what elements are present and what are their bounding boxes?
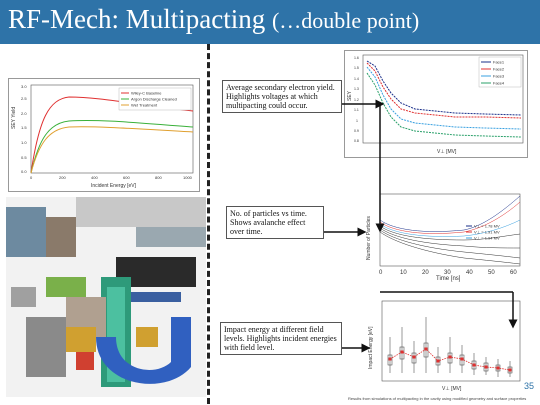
- impact-mean-markers: [388, 347, 512, 372]
- slide-title: RF-Mech: Multipacting (…double point): [8, 4, 419, 35]
- xtick: 200: [59, 175, 66, 180]
- face-sey-plot: SEY V⊥ [MV] 1.6 1.5 1.4 1.3 1.2 1.1 1 0.…: [347, 54, 524, 155]
- ytick: 0.8: [354, 139, 359, 143]
- xtick: 1000: [183, 175, 193, 180]
- ytick: 3.0: [21, 84, 27, 89]
- slide-header: RF-Mech: Multipacting (…double point): [0, 0, 540, 44]
- ytick: 1.1: [354, 108, 359, 112]
- ytick: 0.0: [21, 169, 27, 174]
- note-particles: No. of particles vs time. Shows avalanch…: [226, 206, 324, 239]
- ytick: 2.5: [21, 96, 27, 101]
- ytick: 0.9: [354, 129, 359, 133]
- ytick: 1.0: [21, 140, 27, 145]
- legend-entry: Face4: [493, 81, 505, 86]
- sey-energy-xticks: 0 200 400 600 800 1000: [30, 175, 193, 180]
- sey-energy-ylabel: SEY Yield: [11, 107, 17, 129]
- sey-energy-chart: SEY Yield Incident Energy [eV] 0.0 0.5 1…: [8, 78, 200, 192]
- face4-series: [366, 72, 522, 138]
- sey-energy-xlabel: Incident Energy [eV]: [91, 183, 137, 189]
- face-sey-xlabel: V⊥ [MV]: [437, 149, 457, 155]
- ytick: 1.5: [21, 125, 27, 130]
- ytick: 1.4: [354, 77, 359, 81]
- face-sey-yticks: 1.6 1.5 1.4 1.3 1.2 1.1 1 0.9 0.8: [354, 56, 359, 143]
- ytick: 1.2: [354, 98, 359, 102]
- xtick: 10: [400, 270, 407, 276]
- impact-xlabel: V⊥ [MV]: [442, 386, 462, 392]
- particles-time-chart: Number of Particles Time [ns] 0 10 20 30…: [364, 190, 522, 282]
- sey-energy-plot: SEY Yield Incident Energy [eV] 0.0 0.5 1…: [11, 84, 194, 189]
- ytick: 1.3: [354, 87, 359, 91]
- xtick: 60: [510, 270, 517, 276]
- cad-drawing: [6, 197, 206, 397]
- xtick: 800: [155, 175, 162, 180]
- face-sey-ylabel: SEY: [347, 90, 353, 101]
- xtick: 600: [123, 175, 130, 180]
- ytick: 0.5: [21, 155, 27, 160]
- legend-entry: V⊥ = 1.94 MV: [474, 236, 500, 241]
- sey-curve-wet: [30, 126, 194, 174]
- xtick: 0: [30, 175, 33, 180]
- particles-xticks: 0 10 20 30 40 50 60: [379, 270, 517, 276]
- sey-energy-yticks: 0.0 0.5 1.0 1.5 2.0 2.5 3.0: [21, 84, 27, 174]
- particles-xlabel: Time [ns]: [436, 276, 461, 282]
- ytick: 1: [356, 119, 358, 123]
- face-sey-legend: Face1 Face2 Face3 Face4: [478, 56, 522, 88]
- face2-series: [366, 62, 522, 119]
- legend-entry: Face2: [493, 67, 505, 72]
- footnote: Results from simulations of multipacting…: [348, 396, 527, 401]
- impact-energy-chart: Impact Energy [eV] V⊥ [MV]: [366, 297, 522, 393]
- cavity-cad-image: [6, 197, 206, 397]
- particles-time-plot: Number of Particles Time [ns] 0 10 20 30…: [366, 193, 521, 282]
- dashed-divider: [207, 44, 210, 404]
- face3-series: [366, 66, 522, 130]
- xtick: 20: [422, 270, 429, 276]
- legend-entry: V⊥ = 1.78 MV: [474, 224, 500, 229]
- legend-entry: Argon Discharge Cleaned: [131, 97, 177, 102]
- particles-curves: [379, 195, 521, 265]
- ytick: 2.0: [21, 111, 27, 116]
- title-main: RF-Mech: Multipacting: [8, 4, 272, 34]
- xtick: 50: [488, 270, 495, 276]
- page-number: 35: [523, 381, 534, 391]
- note-impact: Impact energy at different field levels.…: [220, 322, 342, 355]
- xtick: 0: [379, 270, 383, 276]
- legend-entry: Face3: [493, 74, 505, 79]
- impact-ylabel: Impact Energy [eV]: [368, 326, 374, 369]
- title-subtitle: (…double point): [271, 8, 420, 33]
- sey-energy-legend: Wiley-C Baseline Argon Discharge Cleaned…: [118, 87, 192, 111]
- particles-legend: V⊥ = 1.78 MV V⊥ = 1.91 MV V⊥ = 1.94 MV: [466, 224, 500, 241]
- xtick: 400: [91, 175, 98, 180]
- xtick: 30: [444, 270, 451, 276]
- impact-energy-plot: Impact Energy [eV] V⊥ [MV]: [368, 300, 521, 392]
- legend-entry: Wiley-C Baseline: [131, 91, 162, 96]
- legend-entry: Wet Treatment: [131, 103, 158, 108]
- legend-entry: Face1: [493, 60, 505, 65]
- ytick: 1.6: [354, 56, 359, 60]
- note-yield: Average secondary electron yield. Highli…: [222, 80, 342, 113]
- xtick: 40: [466, 270, 473, 276]
- ytick: 1.5: [354, 66, 359, 70]
- sey-curve-argon: [30, 119, 194, 174]
- particles-ylabel: Number of Particles: [366, 216, 372, 260]
- legend-entry: V⊥ = 1.91 MV: [474, 230, 500, 235]
